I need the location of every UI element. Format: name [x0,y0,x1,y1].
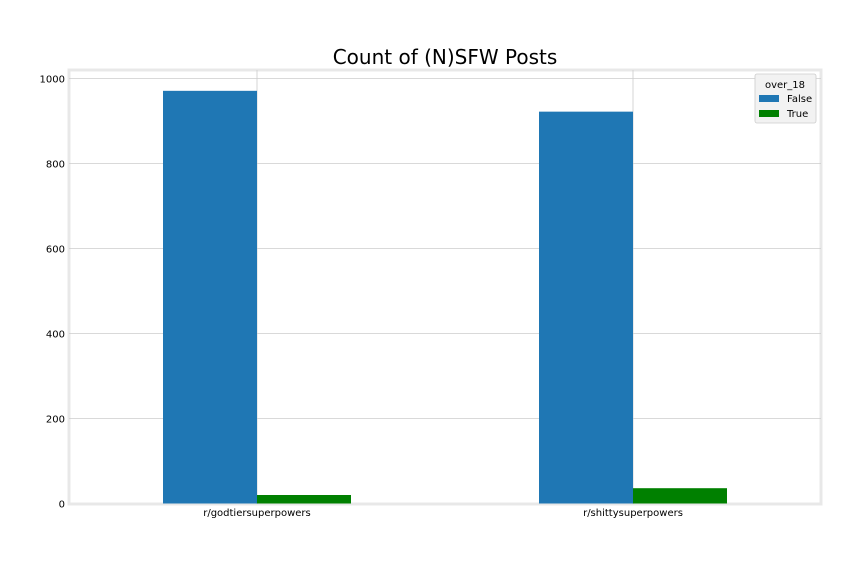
chart-title: Count of (N)SFW Posts [333,45,558,69]
x-tick-label-1: r/shittysuperpowers [583,508,683,519]
legend-swatch-true [759,110,779,117]
bar-true-0 [257,495,351,504]
legend-label-true: True [786,109,808,120]
legend-title: over_18 [765,80,805,91]
bar-false-1 [539,111,633,504]
legend: over_18 False True [754,73,817,124]
bars [163,90,727,504]
y-tick-label-0: 0 [59,500,65,511]
y-tick-label-2: 400 [46,330,65,341]
y-tick-label-4: 800 [46,160,65,171]
y-tick-label-5: 1000 [40,75,65,86]
y-axis-ticks: 0 200 400 600 800 1000 [40,75,65,511]
x-axis-ticks: r/godtiersuperpowers r/shittysuperpowers [203,508,683,519]
legend-swatch-false [759,95,779,102]
bar-false-0 [163,90,257,504]
y-tick-label-1: 200 [46,415,65,426]
bar-true-1 [633,488,727,504]
y-tick-label-3: 600 [46,245,65,256]
x-tick-label-0: r/godtiersuperpowers [203,508,311,519]
legend-label-false: False [787,94,812,105]
